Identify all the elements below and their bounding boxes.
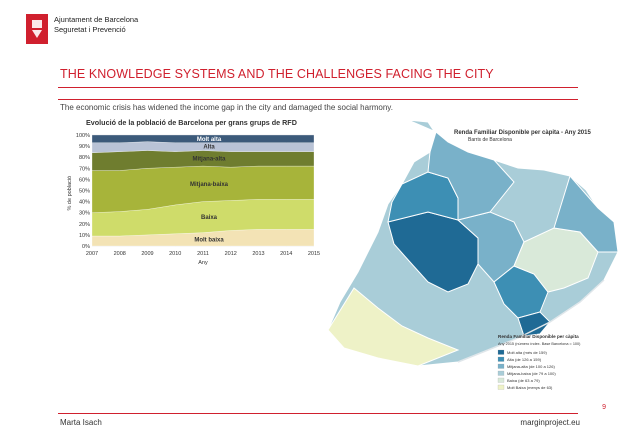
chart-ytick-label: 40% [79,200,90,206]
chart-ytick-label: 50% [79,189,90,195]
map-legend-label: Alta (de 126 a 159) [507,357,542,362]
org-line-2: Seguretat i Prevenció [54,25,126,34]
map-title: Renda Familiar Disponible per càpita - A… [454,130,591,136]
footer-author: Marta Isach [60,418,102,427]
chart-ytick-label: 100% [76,133,90,139]
map-svg: Renda Familiar Disponible per càpita - A… [327,119,619,390]
chart-xtick-label: 2007 [86,251,98,257]
zone-port [327,287,460,367]
chart-ytick-label: 60% [79,177,90,183]
chart-xtick-label: 2014 [280,251,292,257]
chart-ytick-label: 20% [79,222,90,228]
map-legend-subtitle: Any 2015 (número índex. Base Barcelona =… [498,342,581,346]
page-title: THE KNOWLEDGE SYSTEMS AND THE CHALLENGES… [60,67,494,81]
map-legend-swatch [497,363,505,369]
org-name: Ajuntament de Barcelona Seguretat i Prev… [54,15,138,35]
chart-svg: Evolució de la població de Barcelona per… [67,118,320,266]
chart-ytick-label: 80% [79,155,90,161]
zone-mitjana-baixa-ne [553,174,619,253]
chart-xtick-label: 2012 [225,251,237,257]
zone-mountain [427,131,515,221]
map-legend-label: Baixa (de 63 a 79) [507,378,540,383]
map-legend-swatch [497,370,505,376]
map-subtitle: Barris de Barcelona [468,137,512,143]
title-divider [58,87,578,88]
subtitle-divider [58,99,578,100]
footer-divider [58,413,578,414]
ajuntament-logo [26,14,48,44]
income-map: Renda Familiar Disponible per càpita - A… [318,112,624,402]
chart-series-area [91,134,315,143]
chart-xtick-label: 2008 [114,251,126,257]
zone-molt-alta-coast [517,311,551,337]
map-legend-label: Mitjana-alta (de 100 a 126) [507,364,555,369]
logo-emblem-icon [26,14,48,44]
org-line-1: Ajuntament de Barcelona [54,15,139,24]
page-number: 9 [602,404,606,411]
map-legend-title: Renda Familiar Disponible per càpita [498,334,579,339]
map-legend-label: Mitjana-baixa (de 79 a 100) [507,371,556,376]
chart-xtick-label: 2010 [169,251,181,257]
chart-ytick-label: 10% [79,233,90,239]
footer-site: marginproject.eu [520,418,580,427]
chart-series-label: Alta [203,145,215,151]
chart-series-label: Molt alta [197,137,222,143]
map-legend-label: Molt Baixa (menys de 63) [507,385,553,390]
page-subtitle: The economic crisis has widened the inco… [60,103,393,112]
chart-series-label: Mitjana-baixa [190,182,229,188]
map-legend-swatch [497,356,505,362]
chart-xlabel: Any [198,260,208,266]
map-legend-swatch [497,384,505,390]
chart-xtick-label: 2009 [141,251,153,257]
chart-ytick-label: 90% [79,144,90,150]
chart-title: Evolució de la població de Barcelona per… [86,118,297,127]
map-legend-swatch [497,349,505,355]
chart-xtick-label: 2015 [308,251,320,257]
chart-ytick-label: 70% [79,166,90,172]
map-legend-label: Molt alta (més de 159) [507,350,547,355]
chart-series-label: Mitjana-alta [192,156,226,162]
chart-ytick-label: 0% [82,244,90,250]
map-legend: Molt alta (més de 159) Alta (de 126 a 159… [497,349,556,390]
chart-series-label: Baixa [201,215,218,221]
chart-ytick-label: 30% [79,211,90,217]
chart-xtick-label: 2013 [252,251,264,257]
chart-series-label: Molt baixa [194,237,224,243]
zone-sea-line [457,279,605,363]
chart-xtick-label: 2011 [197,251,209,257]
income-area-chart: Evolució de la població de Barcelona per… [64,113,322,269]
chart-ylabel: % de població [67,176,73,211]
map-legend-swatch [497,377,505,383]
